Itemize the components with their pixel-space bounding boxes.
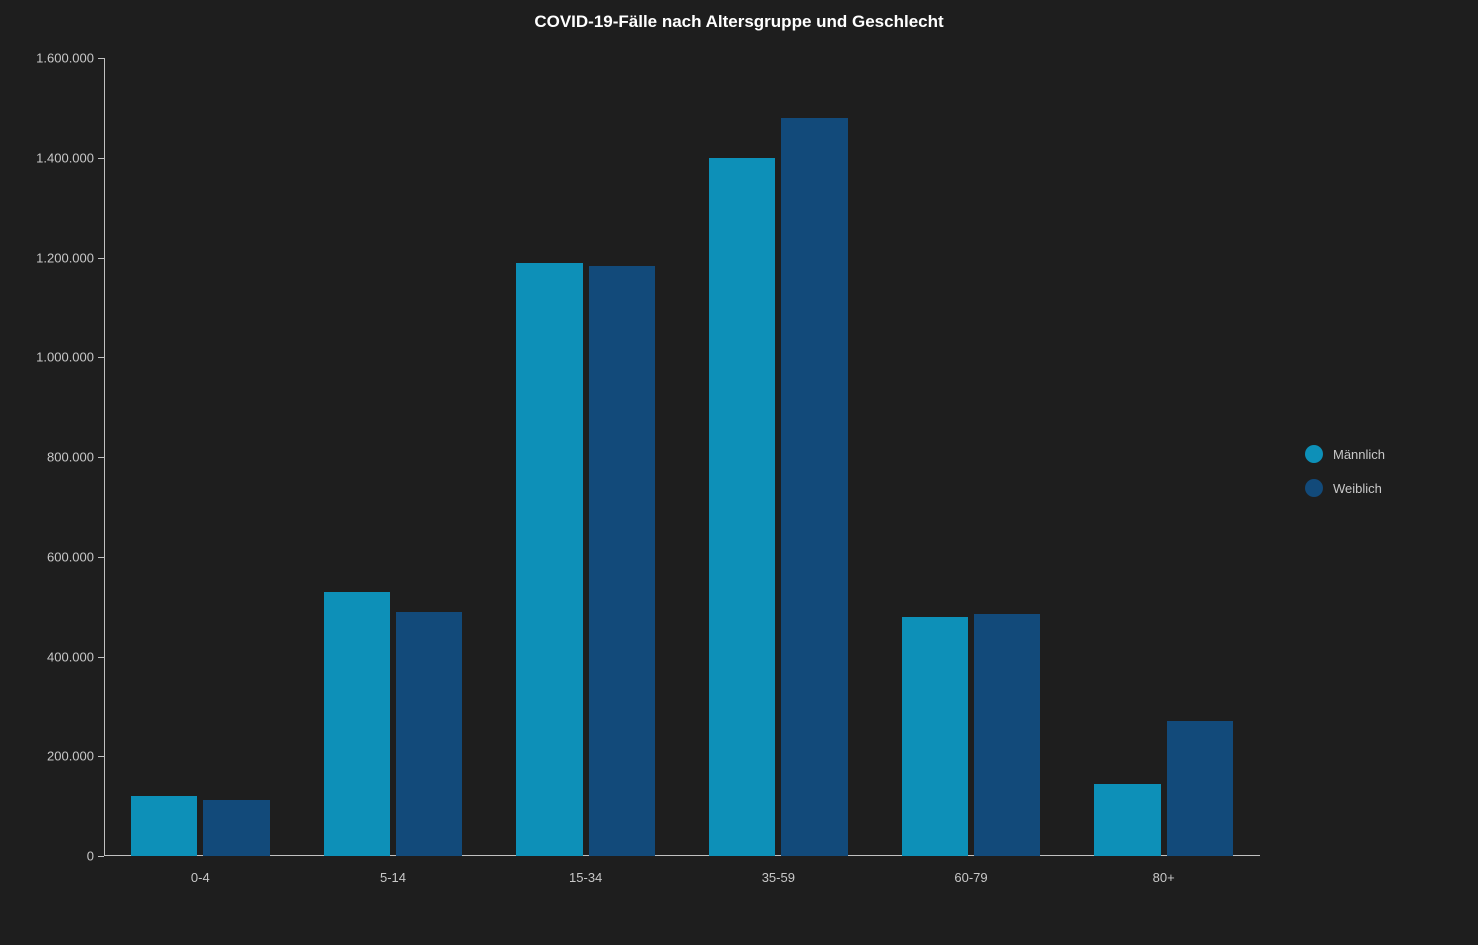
y-tick-label: 800.000 (47, 450, 104, 465)
bar (516, 263, 582, 857)
x-tick-label: 15-34 (569, 856, 602, 885)
bar (974, 614, 1040, 856)
legend-item: Männlich (1305, 445, 1385, 463)
legend-label: Weiblich (1333, 481, 1382, 496)
y-tick-label: 1.000.000 (36, 350, 104, 365)
x-tick-label: 35-59 (762, 856, 795, 885)
bar (396, 612, 462, 856)
bar (589, 266, 655, 856)
y-axis-line (104, 58, 105, 856)
chart-title: COVID-19-Fälle nach Altersgruppe und Ges… (0, 12, 1478, 32)
y-tick-mark (98, 856, 104, 857)
legend: Männlich Weiblich (1305, 445, 1385, 497)
y-tick-mark (98, 557, 104, 558)
bar (781, 118, 847, 856)
y-tick-mark (98, 756, 104, 757)
bar (709, 158, 775, 856)
x-tick-label: 60-79 (954, 856, 987, 885)
legend-swatch (1305, 445, 1323, 463)
y-tick-mark (98, 158, 104, 159)
bar (902, 617, 968, 856)
y-tick-mark (98, 258, 104, 259)
legend-item: Weiblich (1305, 479, 1385, 497)
chart-container: COVID-19-Fälle nach Altersgruppe und Ges… (0, 0, 1478, 945)
y-tick-label: 1.200.000 (36, 250, 104, 265)
bar (131, 796, 197, 856)
bar (324, 592, 390, 856)
bar (203, 800, 269, 856)
y-tick-mark (98, 58, 104, 59)
y-tick-label: 600.000 (47, 549, 104, 564)
y-tick-mark (98, 357, 104, 358)
y-tick-label: 1.400.000 (36, 150, 104, 165)
x-axis-line (104, 855, 1260, 856)
legend-swatch (1305, 479, 1323, 497)
x-tick-label: 5-14 (380, 856, 406, 885)
y-tick-label: 400.000 (47, 649, 104, 664)
y-tick-label: 200.000 (47, 749, 104, 764)
bar (1094, 784, 1160, 856)
x-tick-label: 80+ (1153, 856, 1175, 885)
y-tick-mark (98, 457, 104, 458)
y-tick-mark (98, 657, 104, 658)
bar (1167, 721, 1233, 856)
legend-label: Männlich (1333, 447, 1385, 462)
plot-area: 0200.000400.000600.000800.0001.000.0001.… (104, 58, 1260, 856)
x-tick-label: 0-4 (191, 856, 210, 885)
y-tick-label: 1.600.000 (36, 51, 104, 66)
